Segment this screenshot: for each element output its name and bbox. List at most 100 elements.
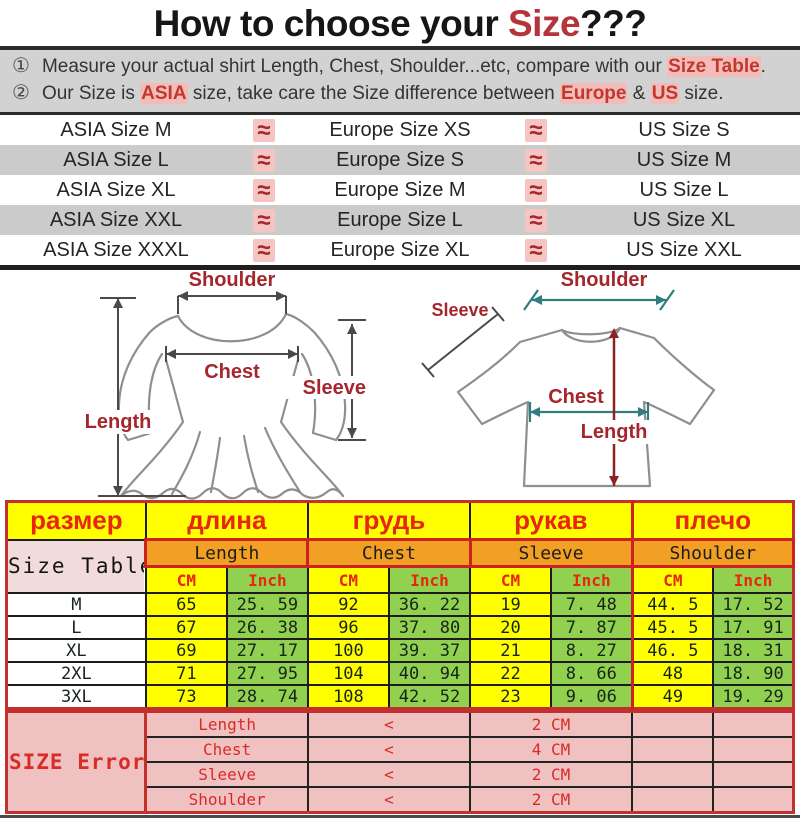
shoulder-inch: 18. 31 [712, 638, 795, 663]
approx-icon: ≈ [253, 148, 275, 172]
shoulder-cm: 44. 5 [630, 592, 715, 617]
measurement-diagrams: Shoulder Chest Length Sleeve Shoulder Sl… [0, 270, 800, 500]
approx-icon: ≈ [253, 238, 275, 262]
unit-inch: Inch [712, 565, 795, 594]
conversion-row: ASIA Size XXL ≈ Europe Size L ≈ US Size XL [0, 205, 800, 235]
sleeve-inch: 8. 66 [550, 661, 634, 686]
unit-inch: Inch [225, 565, 309, 594]
tshirt-length-label: Length [581, 421, 648, 443]
us-size-label: US Size XL [632, 208, 736, 231]
length-inch: 28. 74 [225, 684, 309, 710]
tshirt-diagram: Shoulder Sleeve Chest Length [421, 270, 716, 488]
chest-cm: 92 [306, 592, 390, 617]
approx-icon: ≈ [525, 208, 547, 232]
circled-number-1-icon: ① [12, 55, 30, 77]
length-inch: 27. 17 [225, 638, 309, 663]
sleeve-cm: 22 [468, 661, 553, 686]
title-highlight: Size [508, 3, 581, 44]
error-operator: < [306, 736, 470, 762]
size-row-xl: XL 69 27. 17 100 39. 37 21 8. 27 46. 5 18. 3… [5, 638, 795, 663]
chest-inch: 42. 52 [387, 684, 472, 710]
size-error-table: SIZE Error Length < 2 CM Chest < 4 CM Sl… [5, 710, 795, 814]
length-cm: 67 [144, 615, 228, 640]
chest-cm: 96 [306, 615, 390, 640]
instruction-text: size, take care the Size difference betw… [187, 83, 561, 104]
empty-cell [712, 761, 794, 787]
approx-icon: ≈ [525, 178, 547, 202]
highlight-asia: ASIA [140, 83, 188, 104]
header-chest: Chest [306, 538, 472, 568]
header-razmer: размер [5, 500, 147, 541]
instruction-text: Measure your actual shirt Length, Chest,… [41, 56, 668, 77]
dress-length-label: Length [85, 411, 152, 433]
header-grud: грудь [306, 500, 472, 541]
unit-cm: CM [306, 565, 390, 594]
conversion-row: ASIA Size XXXL ≈ Europe Size XL ≈ US Size XX… [0, 235, 800, 265]
header-length: Length [144, 538, 310, 568]
chest-cm: 100 [306, 638, 390, 663]
asia-size-label: ASIA Size XL [56, 178, 176, 201]
shoulder-inch: 19. 29 [712, 684, 795, 710]
unit-cm: CM [144, 565, 228, 594]
us-size-label: US Size S [638, 118, 730, 141]
shoulder-cm: 48 [630, 661, 715, 686]
sleeve-inch: 7. 87 [550, 615, 634, 640]
size-table: размер длина грудь рукав плечо Size Tabl… [5, 500, 796, 710]
chest-inch: 39. 37 [387, 638, 472, 663]
unit-inch: Inch [387, 565, 472, 594]
asia-size-label: ASIA Size XXL [49, 208, 183, 231]
instruction-text: size. [679, 83, 724, 104]
instruction-text: & [627, 83, 651, 104]
empty-cell [712, 711, 794, 737]
size-table-header-en: Size Table Length Chest Sleeve Shoulder [5, 538, 796, 594]
empty-cell [712, 736, 794, 762]
page-title: How to choose your Size??? [0, 0, 800, 46]
instruction-text: . [760, 56, 766, 77]
approx-icon: ≈ [525, 148, 547, 172]
conversion-row: ASIA Size L ≈ Europe Size S ≈ US Size M [0, 145, 800, 175]
sleeve-cm: 21 [468, 638, 553, 663]
error-row-length: SIZE Error Length < 2 CM [6, 711, 794, 813]
error-value: 4 CM [468, 736, 633, 762]
conversion-row: ASIA Size M ≈ Europe Size XS ≈ US Size S [0, 115, 800, 145]
size-row-2xl: 2XL 71 27. 95 104 40. 94 22 8. 66 48 18. 90 [5, 661, 795, 686]
shoulder-inch: 17. 91 [712, 615, 795, 640]
instructions-panel: ① Measure your actual shirt Length, Chest… [0, 46, 800, 115]
approx-icon: ≈ [525, 118, 547, 142]
title-punctuation: ??? [580, 3, 647, 44]
header-dlina: длина [144, 500, 309, 541]
highlight-size-table: Size Table [667, 56, 761, 77]
approx-icon: ≈ [253, 178, 275, 202]
sleeve-inch: 9. 06 [550, 684, 634, 710]
shoulder-cm: 49 [630, 684, 715, 710]
sleeve-cm: 23 [468, 684, 553, 710]
size-table-label: Size Table [5, 538, 147, 594]
shoulder-inch: 17. 52 [712, 592, 795, 617]
error-operator: < [306, 761, 470, 787]
circled-number-2-icon: ② [12, 82, 30, 104]
chest-inch: 40. 94 [387, 661, 472, 686]
highlight-us: US [650, 83, 680, 104]
approx-icon: ≈ [525, 238, 547, 262]
empty-cell [631, 736, 714, 762]
shoulder-cm: 46. 5 [630, 638, 715, 663]
empty-cell [631, 711, 714, 737]
dress-chest-label: Chest [204, 361, 260, 383]
size-name: XL [5, 638, 147, 663]
error-measure: Chest [145, 736, 308, 762]
us-size-label: US Size M [636, 148, 732, 171]
header-rukav: рукав [468, 500, 634, 541]
empty-cell [631, 761, 714, 787]
asia-size-label: ASIA Size L [63, 148, 169, 171]
europe-size-label: Europe Size XS [329, 118, 471, 141]
tshirt-chest-label: Chest [548, 386, 604, 408]
asia-size-label: ASIA Size XXXL [43, 238, 189, 261]
shoulder-inch: 18. 90 [712, 661, 795, 686]
length-cm: 71 [144, 661, 228, 686]
size-name: M [5, 592, 147, 617]
chest-inch: 37. 80 [387, 615, 472, 640]
instruction-text: Our Size is [41, 83, 141, 104]
size-row-3xl: 3XL 73 28. 74 108 42. 52 23 9. 06 49 19. 29 [5, 684, 795, 710]
header-shoulder: Shoulder [630, 538, 796, 568]
